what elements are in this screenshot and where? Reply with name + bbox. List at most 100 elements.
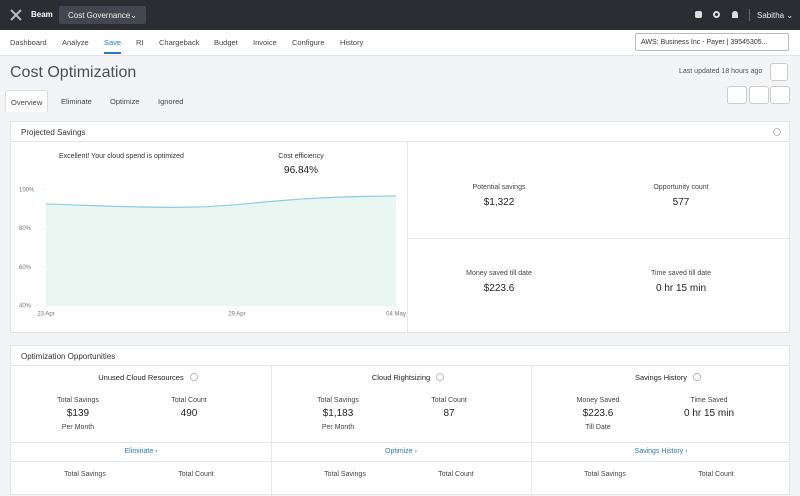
- user-icon[interactable]: [695, 11, 702, 18]
- stat-label: Total Count: [171, 397, 207, 404]
- card-title: Savings History: [634, 373, 688, 382]
- divider: [408, 238, 789, 239]
- info-icon[interactable]: [436, 373, 444, 381]
- panel-title: Optimization Opportunities: [21, 352, 116, 361]
- panel-header: [11, 122, 789, 142]
- y-tick-label: 80%: [19, 226, 32, 232]
- stat-label: Money saved till date: [466, 270, 532, 277]
- info-icon[interactable]: [189, 373, 198, 381]
- stat-note: Per Month: [61, 424, 95, 431]
- stat-note: Per Month: [321, 424, 355, 431]
- card-title: Unused Cloud Resources: [98, 373, 184, 382]
- divider: [531, 366, 532, 496]
- chart-subtitle: 96.84%: [284, 165, 318, 176]
- nav-tab[interactable]: Invoice: [253, 38, 277, 47]
- stat-value: 577: [672, 197, 690, 208]
- stat-note: Till Date: [585, 424, 611, 431]
- caret: ⌄: [130, 11, 137, 20]
- card-link[interactable]: Optimize ›: [385, 448, 417, 455]
- stat-value: 0 hr 15 min: [683, 408, 735, 419]
- stat-value: $1,183: [322, 408, 354, 419]
- user-name: Sabitha: [757, 11, 785, 20]
- stat-label: Time Saved: [690, 397, 728, 404]
- last-updated: Last updated 18 hours ago: [679, 68, 763, 75]
- brand: Beam: [31, 10, 53, 19]
- selector[interactable]: Cost Governance ⌄: [59, 6, 146, 24]
- card-link[interactable]: Savings History ›: [634, 448, 688, 455]
- panel-title: Projected Savings: [21, 128, 86, 137]
- stat-label: Potential savings: [472, 184, 526, 191]
- stat-value: $223.6: [483, 283, 515, 294]
- topbar: Beam Cost Governance ⌄ Sabitha ⌄: [0, 0, 800, 30]
- area: [46, 195, 396, 306]
- info-icon[interactable]: [693, 373, 701, 381]
- divider: [11, 442, 789, 443]
- stat-label: Total Savings: [64, 471, 106, 478]
- logo: [10, 9, 22, 21]
- nav-tab[interactable]: Budget: [214, 38, 238, 47]
- stat-label: Total Count: [178, 471, 214, 478]
- y-tick-label: 60%: [19, 265, 32, 271]
- chart-icon[interactable]: [713, 11, 720, 18]
- stat-label: Money Saved: [576, 397, 620, 404]
- bell-icon[interactable]: [732, 11, 738, 18]
- nav-tab[interactable]: Configure: [292, 38, 325, 47]
- nav-tab[interactable]: Dashboard: [10, 38, 47, 47]
- stat-value: $223.6: [582, 408, 614, 419]
- sub-tab[interactable]: Eliminate: [61, 97, 92, 106]
- nav-tab[interactable]: Chargeback: [159, 38, 200, 47]
- stat-value: 490: [180, 408, 198, 419]
- sub-tabs: Overview Eliminate Optimize Ignored: [0, 90, 800, 114]
- x-tick-label: 04 May: [386, 312, 406, 318]
- y-tick-label: 100%: [19, 188, 35, 194]
- chart-title: Cost efficiency: [278, 153, 324, 160]
- card-link[interactable]: Eliminate ›: [124, 448, 158, 455]
- stat-label: Total Count: [698, 471, 734, 478]
- sub-tab[interactable]: Optimize: [110, 97, 140, 106]
- y-tick-label: 40%: [19, 304, 32, 310]
- page-title: Cost Optimization: [10, 64, 137, 81]
- panel-header: [11, 346, 789, 366]
- sub-tab[interactable]: Overview: [5, 90, 49, 112]
- line: [45, 195, 397, 209]
- stat-label: Time saved till date: [650, 270, 712, 277]
- stat-label: Opportunity count: [653, 184, 709, 191]
- account-select[interactable]: AWS: Business Inc - Payer | 39545305...: [635, 33, 789, 51]
- nav-bar: AWS: Business Inc - Payer | 39545305... …: [0, 30, 800, 56]
- history-button[interactable]: [727, 86, 747, 104]
- divider: [271, 366, 272, 496]
- divider: [11, 461, 789, 462]
- info-icon[interactable]: [773, 128, 781, 136]
- stat-value: $1,322: [483, 197, 515, 208]
- refresh-button[interactable]: [770, 63, 788, 81]
- chevron: ›: [683, 448, 688, 455]
- projected-savings-panel: Projected Savings Excellent! Your cloud …: [10, 121, 790, 333]
- account-label: AWS: Business Inc - Payer | 39545305...: [641, 39, 768, 46]
- message: Excellent! Your cloud spend is optimized: [59, 153, 184, 160]
- stat-label: Total Savings: [317, 397, 359, 404]
- stat-value: 87: [443, 408, 455, 419]
- stat-value: $139: [66, 408, 90, 419]
- nav-tab[interactable]: RI: [136, 38, 144, 47]
- card-title: Cloud Rightsizing: [371, 373, 431, 382]
- efficiency-chart: 100% 80% 60% 40% 23 Apr 29 Apr 04 May: [19, 188, 406, 318]
- stat-label: Total Count: [438, 471, 474, 478]
- stat-label: Total Savings: [584, 471, 626, 478]
- stat-value: 0 hr 15 min: [655, 283, 707, 294]
- divider: [749, 9, 750, 21]
- user-menu[interactable]: Sabitha ⌄: [757, 11, 794, 20]
- nav-tab[interactable]: Save: [104, 38, 122, 54]
- nav-tab[interactable]: History: [340, 38, 364, 47]
- x-tick-label: 29 Apr: [228, 312, 245, 318]
- download-button[interactable]: [770, 86, 790, 104]
- share-button[interactable]: [749, 86, 769, 104]
- stat-label: Total Savings: [324, 471, 366, 478]
- sub-tab[interactable]: Ignored: [158, 97, 184, 106]
- chevron: ›: [153, 448, 158, 455]
- selector-label: Cost Governance: [68, 11, 131, 20]
- chevron: ›: [412, 448, 417, 455]
- divider: [407, 142, 408, 333]
- nav-tab[interactable]: Analyze: [62, 38, 89, 47]
- stat-label: Total Count: [431, 397, 467, 404]
